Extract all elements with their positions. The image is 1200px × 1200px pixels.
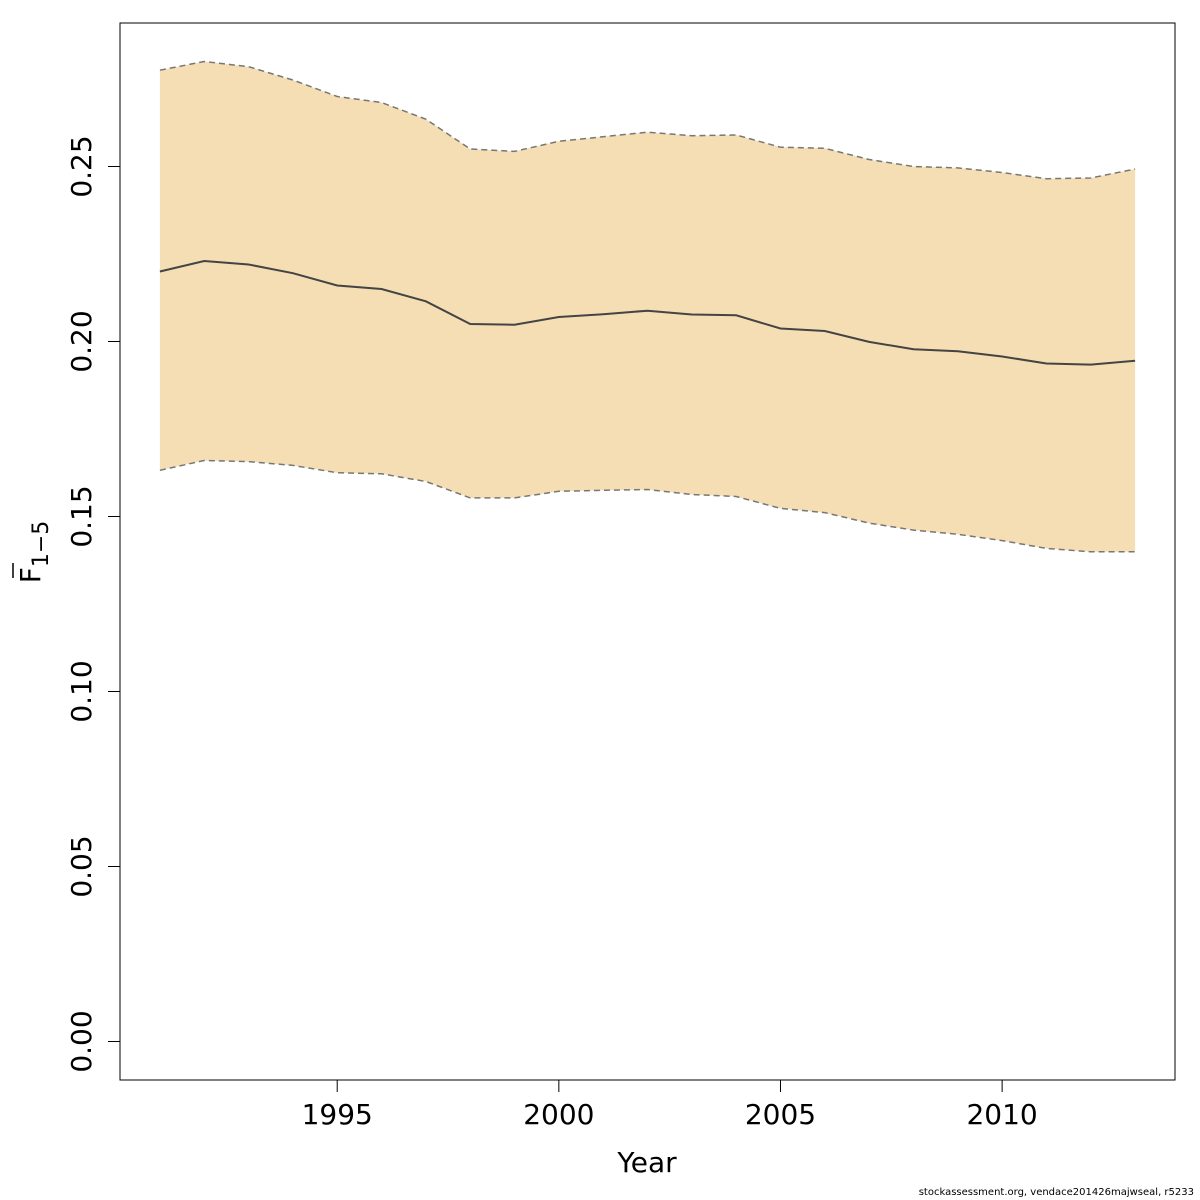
x-axis-title: Year <box>616 1146 677 1179</box>
y-tick-label: 0.00 <box>65 1010 98 1072</box>
y-axis-title-subscript: 1−5 <box>29 521 54 567</box>
x-axis: 1995 2000 2005 2010 <box>302 1080 1038 1131</box>
plot-frame <box>119 22 1176 1081</box>
y-axis-title-main: F <box>14 567 47 583</box>
x-tick-label: 2010 <box>966 1098 1037 1131</box>
y-tick-label: 0.10 <box>65 660 98 722</box>
y-tick-label: 0.20 <box>65 310 98 372</box>
x-tick-label: 1995 <box>302 1098 373 1131</box>
confidence-band <box>159 61 1136 552</box>
x-tick-label: 2005 <box>745 1098 816 1131</box>
y-tick-label: 0.25 <box>65 135 98 197</box>
y-axis: 0.00 0.05 0.10 0.15 0.20 0.25 <box>65 135 120 1073</box>
y-tick-label: 0.05 <box>65 835 98 897</box>
credit-text: stockassessment.org, vendace201426majwse… <box>918 1187 1194 1198</box>
x-tick-label: 2000 <box>523 1098 594 1131</box>
estimate-line <box>159 259 1136 366</box>
y-axis-title: F1−5 <box>12 521 54 584</box>
lower-bound-line <box>159 459 1136 553</box>
y-tick-label: 0.15 <box>65 485 98 547</box>
svg-text:F1−5: F1−5 <box>14 521 54 584</box>
